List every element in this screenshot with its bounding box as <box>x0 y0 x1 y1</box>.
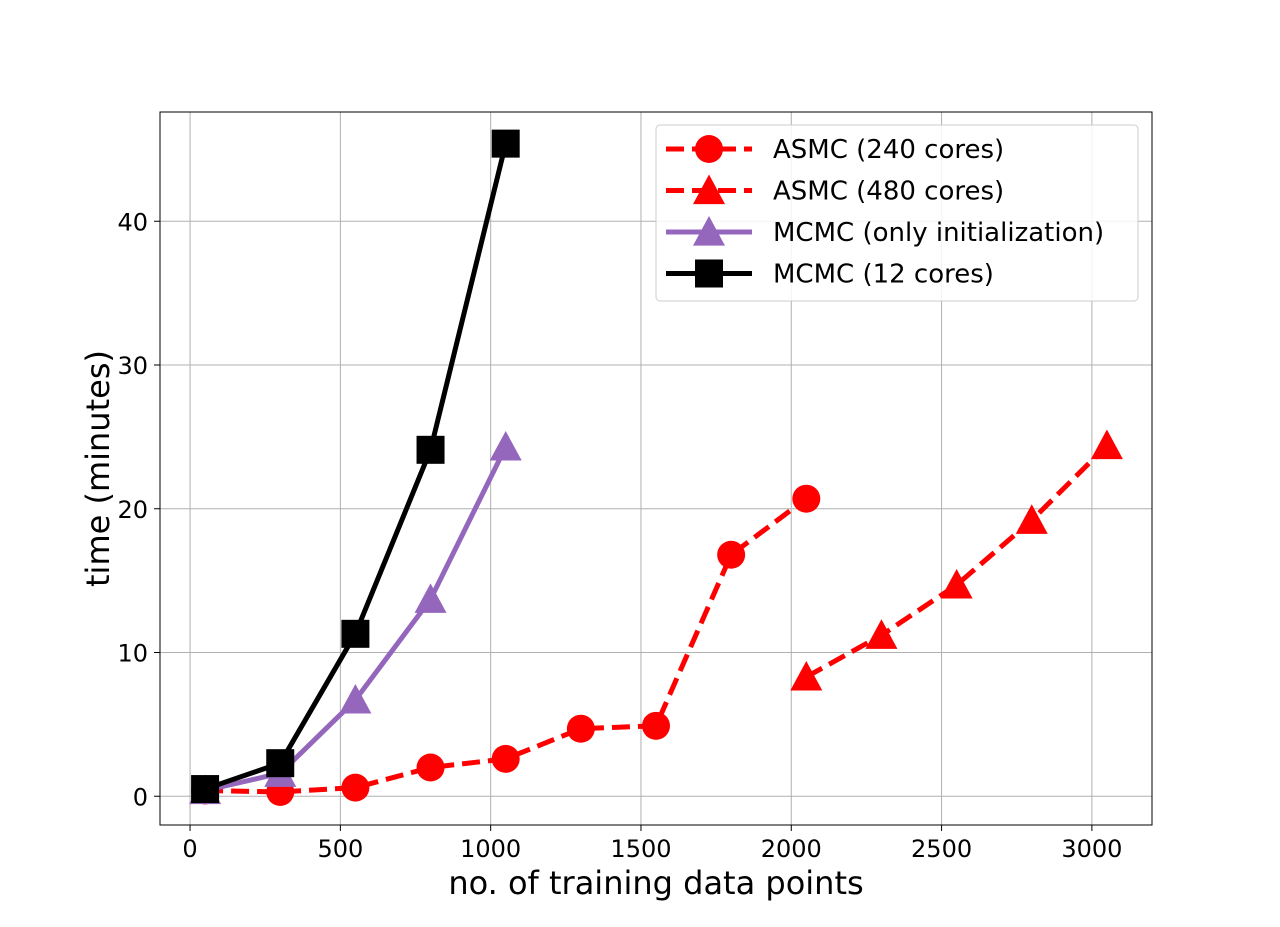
series-line <box>805 443 1109 680</box>
data-point <box>416 753 445 782</box>
y-tick-label: 20 <box>117 496 148 524</box>
legend-item: MCMC (12 cores) <box>666 259 994 290</box>
data-point <box>341 619 370 648</box>
series-2 <box>790 429 1123 691</box>
data-point <box>1090 429 1123 460</box>
data-point <box>414 583 447 613</box>
legend-marker <box>693 174 725 205</box>
x-tick-label: 1500 <box>610 835 671 863</box>
data-point <box>792 484 821 513</box>
legend: ASMC (240 cores) ASMC (480 cores) MCMC (on… <box>655 124 1139 302</box>
data-point <box>940 568 973 599</box>
plot-frame <box>159 111 1153 826</box>
x-tick-label: 0 <box>182 835 197 863</box>
y-tick-label: 40 <box>117 208 148 236</box>
data-point <box>790 660 823 691</box>
x-tick-label: 500 <box>317 835 363 863</box>
data-point <box>266 749 295 778</box>
legend-marker <box>693 216 725 246</box>
series-4 <box>191 129 520 804</box>
data-point <box>341 773 370 802</box>
legend-marker <box>695 135 723 163</box>
legend-item: ASMC (480 cores) <box>666 174 1004 207</box>
x-tick-label: 2500 <box>911 835 972 863</box>
series-1 <box>191 484 821 806</box>
data-point <box>566 714 595 743</box>
y-axis-label: time (minutes) <box>79 350 117 587</box>
data-point <box>642 711 670 740</box>
series-layer <box>189 129 1123 806</box>
legend-marker <box>695 259 723 288</box>
legend-box <box>655 124 1139 302</box>
grid <box>160 112 1152 825</box>
data-point <box>1015 504 1048 534</box>
legend-label: MCMC (12 cores) <box>773 260 994 290</box>
legend-label: MCMC (only initialization) <box>773 218 1104 248</box>
x-tick-label: 2000 <box>761 835 822 863</box>
data-point <box>865 619 898 649</box>
data-point <box>191 775 220 804</box>
ticks: 0 500 1000 1500 2000 2500 3000 0 10 20 30 40 <box>117 208 1122 863</box>
y-tick-label: 10 <box>117 640 148 668</box>
data-point <box>717 540 746 569</box>
y-tick-label: 30 <box>117 352 148 380</box>
legend-label: ASMC (240 cores) <box>773 135 1004 165</box>
data-point <box>339 683 372 714</box>
x-tick-label: 3000 <box>1061 835 1122 863</box>
data-point <box>491 744 520 773</box>
x-axis-label: no. of training data points <box>448 864 863 902</box>
data-point <box>416 435 445 464</box>
legend-item: ASMC (240 cores) <box>666 135 1004 165</box>
legend-item: MCMC (only initialization) <box>666 216 1104 248</box>
legend-label: ASMC (480 cores) <box>773 177 1004 207</box>
data-point <box>491 129 520 158</box>
data-point <box>489 430 522 461</box>
y-tick-label: 0 <box>133 783 148 811</box>
x-tick-label: 1000 <box>460 835 521 863</box>
